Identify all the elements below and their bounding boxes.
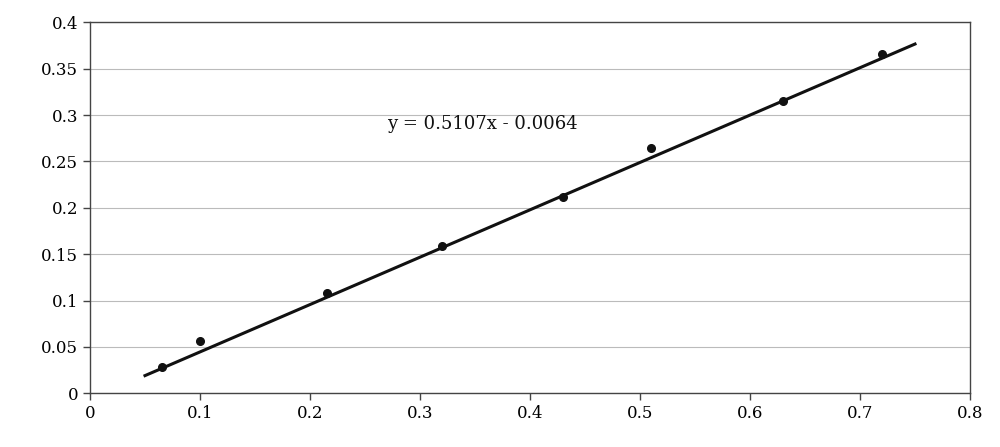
Text: y = 0.5107x - 0.0064: y = 0.5107x - 0.0064 (387, 115, 578, 133)
